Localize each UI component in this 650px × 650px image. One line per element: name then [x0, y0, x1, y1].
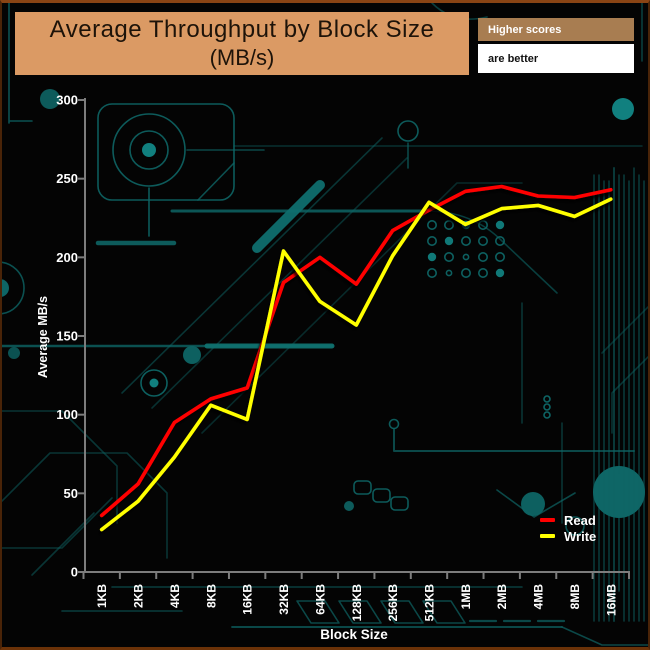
read-line-swatch	[540, 518, 555, 522]
x-category-label: 1KB	[95, 584, 109, 608]
y-axis-title: Average MB/s	[36, 296, 50, 378]
x-category-label: 8MB	[568, 584, 582, 610]
read-legend-label: Read	[564, 512, 596, 528]
y-tick-label: 150	[56, 329, 78, 344]
y-tick-label: 50	[64, 486, 78, 501]
note-header: Higher scores	[478, 18, 634, 41]
x-category-label: 2KB	[132, 584, 146, 608]
write-legend-label: Write	[564, 528, 597, 544]
x-category-label: 16KB	[241, 584, 255, 615]
y-tick-label: 200	[56, 250, 78, 265]
y-tick-label: 300	[56, 93, 78, 108]
note-body: are better	[478, 44, 634, 73]
x-category-label: 8KB	[204, 584, 218, 608]
y-tick-label: 100	[56, 407, 78, 422]
legend-item-write: Write	[540, 528, 596, 544]
x-category-label: 128KB	[350, 584, 364, 622]
y-axis-ticks	[78, 99, 85, 573]
x-category-label: 1MB	[459, 584, 473, 610]
axes	[83, 98, 630, 573]
x-category-label: 64KB	[313, 584, 327, 615]
x-category-label: 4KB	[168, 584, 182, 608]
y-tick-label: 0	[71, 565, 78, 580]
x-axis-title: Block Size	[320, 627, 388, 642]
legend: Read Write	[540, 512, 596, 544]
y-tick-label: 250	[56, 171, 78, 186]
chart-svg: 0 50 100 150 200 250 300 1KB 2KB 4KB 8KB 16KB 32KB 6…	[36, 93, 630, 642]
x-category-label: 4MB	[532, 584, 546, 610]
x-category-label: 32KB	[277, 584, 291, 615]
series-lines	[99, 184, 613, 532]
x-axis-category-labels: 1KB 2KB 4KB 8KB 16KB 32KB 64KB 128KB 256KB 512KB 1…	[95, 584, 618, 622]
x-axis-ticks	[82, 572, 630, 579]
write-series-line	[99, 197, 613, 532]
write-line-swatch	[540, 534, 555, 538]
chart-title-line1: Average Throughput by Block Size	[49, 15, 435, 43]
y-axis-tick-labels: 0 50 100 150 200 250 300	[56, 93, 78, 580]
circuit-board-background	[2, 3, 648, 646]
chart-title-banner: Average Throughput by Block Size (MB/s)	[15, 12, 469, 75]
legend-item-read: Read	[540, 512, 596, 528]
x-category-label: 16MB	[604, 584, 618, 616]
read-series-line	[99, 184, 613, 518]
x-category-label: 512KB	[422, 584, 436, 622]
chart-title-line2: (MB/s)	[209, 44, 275, 70]
x-category-label: 2MB	[495, 584, 509, 610]
x-category-label: 256KB	[386, 584, 400, 622]
